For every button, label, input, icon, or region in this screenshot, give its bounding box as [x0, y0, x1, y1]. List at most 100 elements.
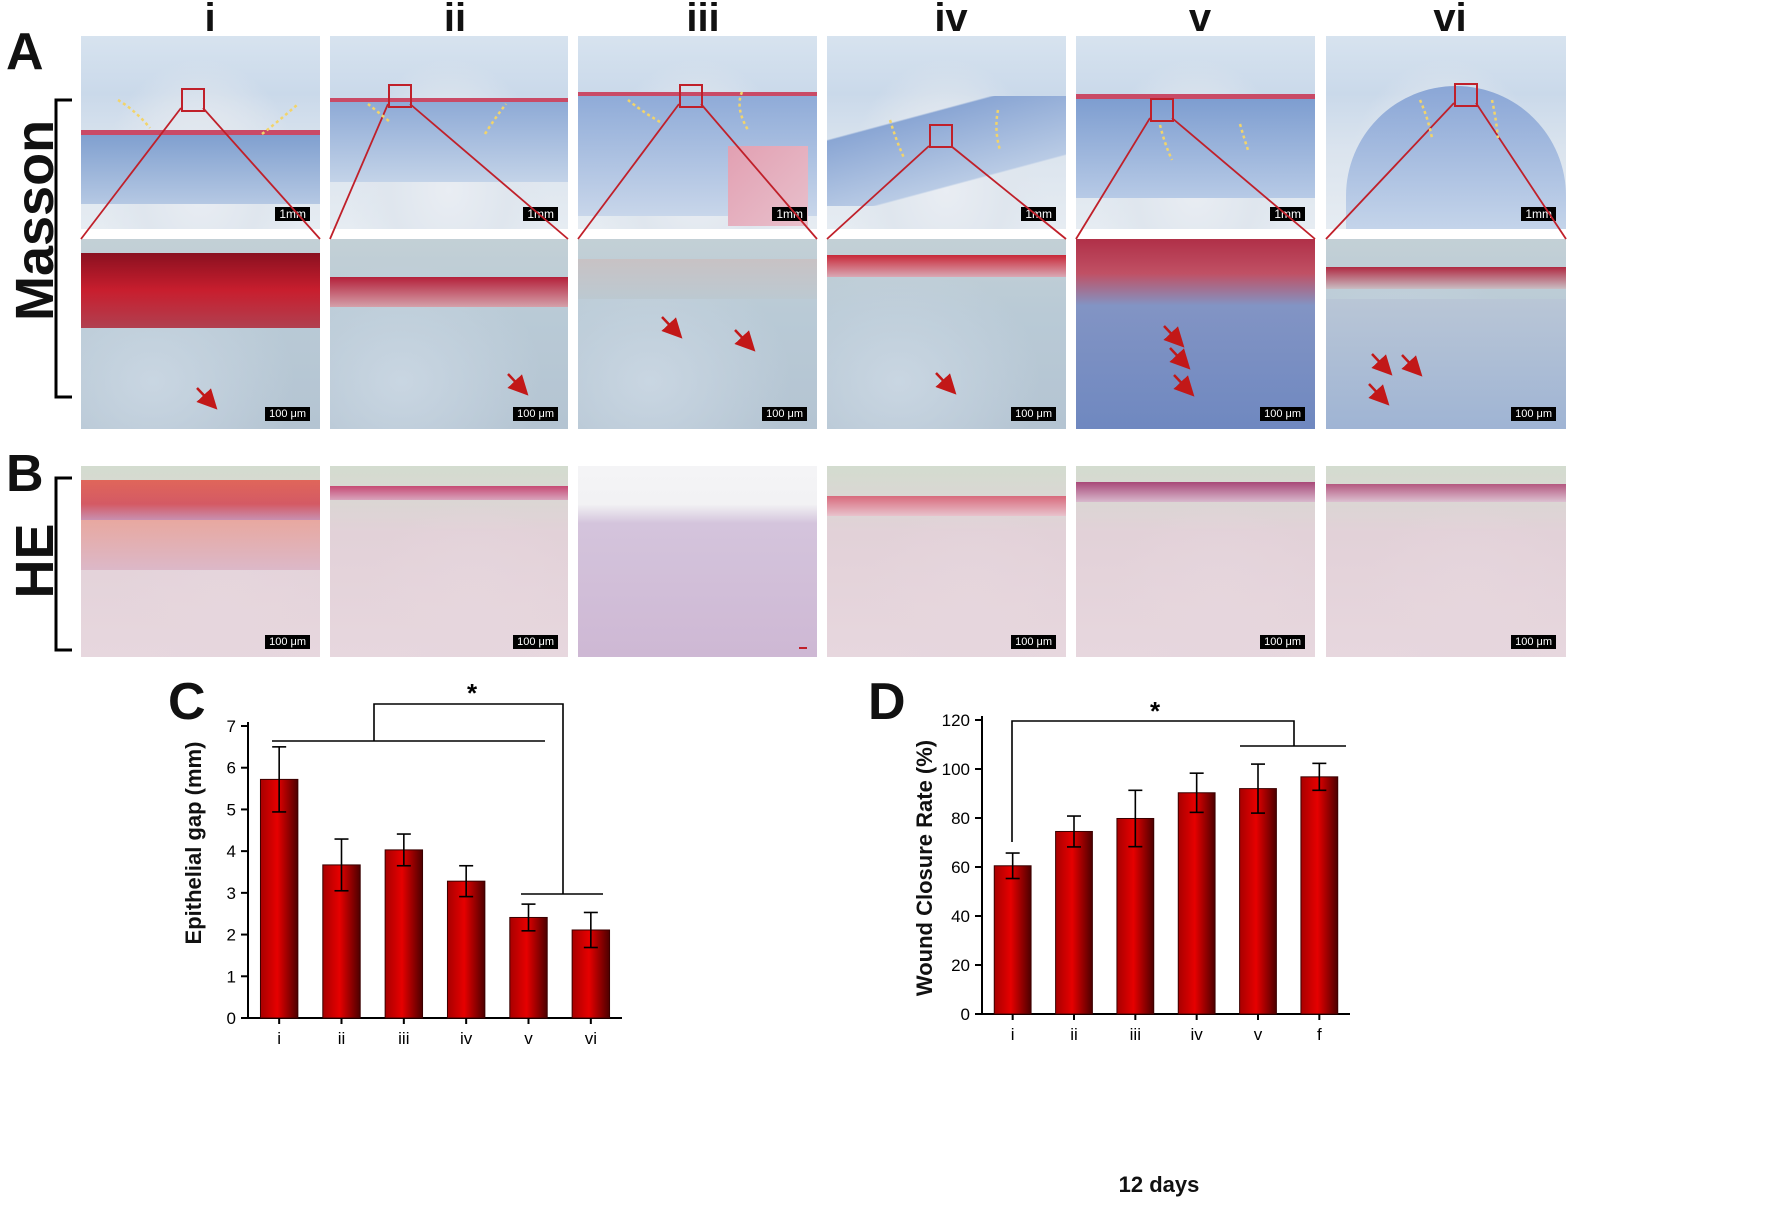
- epidermis-layer: [1076, 482, 1315, 502]
- chart-d-xlabel: 12 days: [1118, 1172, 1200, 1197]
- sig-bracket: [1011, 720, 1295, 842]
- wound-edge-dash: [367, 103, 391, 123]
- tissue-band: [1076, 98, 1315, 198]
- zoom-box: [388, 84, 412, 108]
- he-image-i: 100 μm: [81, 466, 320, 657]
- epidermis-line: [1076, 94, 1315, 99]
- column-label-ii: ii: [443, 0, 467, 40]
- red-collagen-layer: [827, 255, 1066, 277]
- he-image-vi: 100 μm: [1326, 466, 1566, 657]
- masson-zoom-v: 100 μm: [1076, 239, 1315, 429]
- wound-edge-dash: [117, 98, 151, 129]
- masson-zoom-vi: 100 μm: [1326, 239, 1566, 429]
- zoom-line: [80, 107, 182, 240]
- x-tick-label-iii: iii: [1130, 1025, 1141, 1044]
- y-tick-label: 5: [227, 800, 236, 819]
- y-tick-label: 4: [227, 842, 236, 861]
- red-collagen-layer: [1326, 267, 1566, 289]
- masson-zoom-iv: 100 μm: [827, 239, 1066, 429]
- wound-edge-dash: [1418, 99, 1434, 139]
- masson-overview-vi: 1mm: [1326, 36, 1566, 229]
- zoom-line: [826, 145, 930, 240]
- epidermis-layer: [330, 486, 568, 500]
- zoom-box: [1454, 83, 1478, 107]
- chart-c-bars: [259, 746, 611, 1019]
- masson-overview-i: 1mm: [81, 36, 320, 229]
- tissue-band: [827, 96, 1066, 206]
- red-collagen-layer: [330, 277, 568, 307]
- bar-v: [1239, 788, 1277, 1015]
- masson-overview-iii: 1mm: [578, 36, 817, 229]
- zoom-line: [1475, 102, 1567, 240]
- he-bracket: [54, 476, 72, 652]
- zoom-line: [1075, 117, 1151, 240]
- red-arrow: [507, 373, 529, 396]
- column-label-i: i: [204, 0, 216, 40]
- x-tick-label-i: i: [277, 1029, 281, 1048]
- red-arrow: [661, 316, 683, 339]
- he-image-v: 100 μm: [1076, 466, 1315, 657]
- zoom-connector-lines: [80, 102, 1567, 240]
- zoom-line: [1171, 117, 1316, 240]
- wound-edge-dash: [1158, 124, 1174, 161]
- x-tick-label-iii: iii: [398, 1029, 409, 1048]
- sig-bracket: [373, 703, 564, 894]
- epidermis-line: [330, 98, 568, 102]
- chart-d-bars: [993, 762, 1339, 1015]
- chart-c-axes: [247, 722, 622, 1019]
- scale-bar-100um: 100 μm: [1511, 407, 1556, 421]
- epidermis-line: [81, 130, 320, 135]
- sig-star: *: [467, 678, 478, 708]
- red-arrow: [1169, 347, 1191, 370]
- chart-d-ylabel: Wound Closure Rate (%): [912, 739, 937, 997]
- red-arrow: [1368, 383, 1390, 406]
- y-tick-label: 6: [227, 759, 236, 778]
- y-tick-label: 0: [961, 1005, 970, 1024]
- scale-bar-100um: 100 μm: [1011, 635, 1056, 649]
- red-arrow: [1401, 354, 1423, 377]
- bar-f: [1300, 776, 1339, 1015]
- y-tick-label: 2: [227, 926, 236, 945]
- red-collagen-layer: [81, 253, 320, 328]
- x-tick-label-iv: iv: [1191, 1025, 1204, 1044]
- red-arrow: [935, 372, 957, 395]
- column-label-vi: vi: [1433, 0, 1467, 40]
- he-image-ii: 100 μm: [330, 466, 568, 657]
- y-tick-label: 7: [227, 717, 236, 736]
- x-tick-label-f: f: [1317, 1025, 1322, 1044]
- y-tick-label: 3: [227, 884, 236, 903]
- zoom-line: [329, 103, 389, 240]
- red-arrow: [1173, 374, 1195, 397]
- chart-d-axes: [981, 716, 1350, 1015]
- red-arrow: [196, 387, 218, 410]
- bar-v: [509, 916, 548, 1019]
- panel-letter-a: A: [6, 23, 44, 81]
- zoom-line: [950, 145, 1067, 240]
- scale-bar-100um: 100 μm: [1260, 635, 1305, 649]
- he-image-iii: [578, 466, 817, 657]
- epidermis-layer: [827, 496, 1066, 516]
- scale-bar-100um: [799, 647, 807, 649]
- masson-overview-ii: 1mm: [330, 36, 568, 229]
- wound-edge-dash: [483, 103, 507, 135]
- scale-bar-100um: 100 μm: [1511, 635, 1556, 649]
- x-tick-label-ii: ii: [1070, 1025, 1078, 1044]
- stained-tissue: [1076, 239, 1315, 429]
- chart-c-significance: *: [272, 678, 603, 895]
- scale-bar-100um: 100 μm: [513, 635, 558, 649]
- wound-edge-dash: [261, 103, 299, 135]
- zoom-box: [679, 84, 703, 108]
- red-arrow: [734, 329, 756, 352]
- red-arrow: [1163, 325, 1185, 348]
- epidermis-line: [578, 92, 817, 96]
- panel-letter-d: D: [868, 673, 906, 731]
- x-tick-label-v: v: [1254, 1025, 1263, 1044]
- chart-d-significance: *: [1011, 696, 1346, 842]
- column-label-iii: iii: [686, 0, 720, 40]
- tissue-band: [330, 102, 568, 182]
- y-tick-label: 80: [951, 809, 970, 828]
- bar-iii: [1116, 817, 1155, 1015]
